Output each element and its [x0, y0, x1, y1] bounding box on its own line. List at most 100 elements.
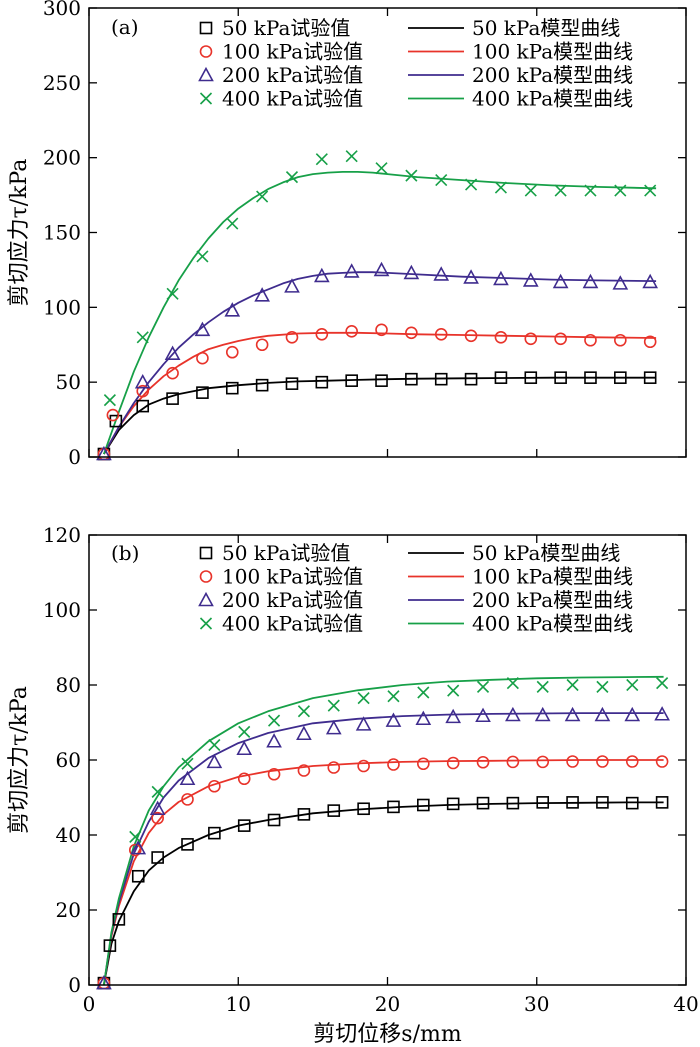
data-point [327, 699, 340, 712]
data-point [166, 392, 179, 405]
y-tick-label: 80 [56, 673, 81, 697]
data-point [446, 797, 460, 811]
y-tick-label: 250 [43, 71, 81, 95]
data-point [655, 796, 669, 809]
y-tick-label: 100 [43, 295, 81, 319]
data-point [536, 755, 550, 769]
data-point [494, 181, 507, 194]
data-point [433, 266, 450, 281]
data-point [166, 366, 179, 380]
data-point [373, 261, 390, 277]
data-point [596, 680, 609, 693]
data-point [236, 740, 253, 756]
data-point [417, 686, 430, 699]
data-point [654, 706, 670, 721]
data-point [136, 331, 149, 344]
legend-marker [199, 45, 213, 58]
data-point [643, 371, 657, 384]
data-point [181, 838, 194, 851]
data-point [475, 707, 491, 723]
data-point [103, 394, 116, 407]
y-tick-label: 120 [43, 523, 81, 547]
data-point [612, 275, 629, 290]
data-point [327, 804, 341, 817]
data-point [554, 184, 567, 197]
data-point [596, 796, 609, 809]
legend-label: 100 kPa试验值 [222, 565, 363, 589]
data-point [345, 374, 358, 387]
data-point [296, 725, 312, 741]
series-markers-100-kpa试验值 [97, 755, 669, 990]
data-point [614, 333, 627, 347]
legend-label: 200 kPa模型曲线 [472, 63, 633, 87]
data-point [403, 264, 420, 280]
legend-marker [199, 21, 213, 35]
data-point [554, 332, 567, 346]
data-point [624, 706, 641, 722]
series-line-50-kpa模型曲线 [103, 376, 657, 455]
series-line-400-kpa模型曲线 [103, 171, 657, 455]
data-point [643, 335, 657, 349]
legend-label: 50 kPa试验值 [222, 541, 350, 565]
data-point [387, 758, 400, 771]
data-point [196, 250, 209, 263]
data-point [343, 263, 360, 278]
data-point [534, 706, 551, 722]
data-point [345, 324, 358, 338]
legend-label: 400 kPa模型曲线 [472, 87, 633, 111]
data-point [465, 178, 478, 191]
legend-marker [199, 617, 213, 630]
data-point [325, 719, 342, 735]
legend-label: 400 kPa试验值 [222, 612, 363, 636]
data-point [387, 690, 400, 703]
data-point [164, 345, 181, 361]
data-point [208, 779, 221, 793]
data-point [554, 371, 567, 384]
data-point [151, 811, 164, 825]
series-markers-50-kpa试验值 [97, 371, 657, 461]
data-point [357, 759, 370, 773]
data-point [536, 796, 550, 809]
y-tick-label: 100 [43, 598, 81, 622]
legend-label: 50 kPa试验值 [222, 16, 350, 40]
legend-label: 50 kPa模型曲线 [472, 16, 620, 40]
legend-label: 200 kPa试验值 [222, 63, 363, 87]
data-point [387, 800, 400, 814]
data-point [522, 272, 539, 287]
data-point [434, 372, 448, 386]
data-point [129, 830, 142, 843]
series-line-50-kpa模型曲线 [103, 801, 664, 985]
data-point [375, 374, 388, 387]
data-point [355, 716, 372, 731]
y-axis-title: 剪切应力τ/kPa [7, 686, 32, 834]
data-point [131, 869, 145, 883]
data-point [464, 372, 478, 386]
data-point [96, 974, 112, 990]
data-point [524, 332, 538, 346]
y-tick-label: 150 [43, 221, 81, 245]
y-tick-label: 0 [68, 973, 81, 997]
data-point [225, 345, 239, 359]
data-point [614, 184, 627, 197]
data-point [463, 269, 479, 284]
data-point [434, 327, 448, 341]
data-point [493, 270, 509, 286]
data-point [476, 755, 490, 769]
data-point [313, 267, 330, 283]
legend-marker [199, 546, 213, 560]
y-axis-title: 剪切应力τ/kPa [7, 159, 32, 307]
data-point [405, 169, 418, 182]
legend-marker [199, 570, 213, 583]
data-point [266, 733, 282, 748]
data-point [594, 706, 611, 722]
data-point [297, 705, 310, 718]
data-point [566, 796, 579, 809]
data-point [225, 381, 239, 395]
data-point [415, 710, 432, 726]
data-point [417, 757, 430, 771]
